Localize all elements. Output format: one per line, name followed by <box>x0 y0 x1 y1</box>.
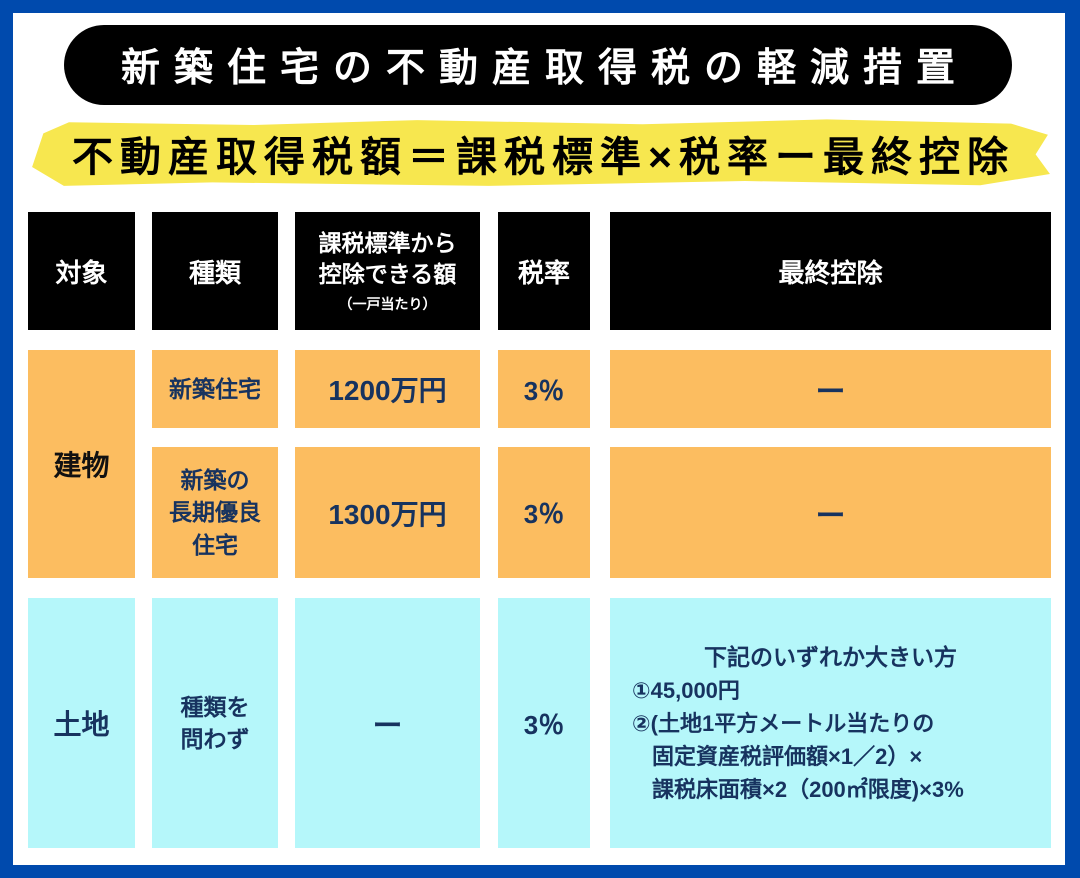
building-row2-final: ー <box>815 499 846 533</box>
land-final-option2-line2: 固定資産税評価額×1／2）× <box>652 744 923 770</box>
building-row1-deduction: 1200万円 <box>328 375 447 406</box>
header-rate: 税率 <box>498 212 590 330</box>
land-label: 土地 <box>53 709 110 740</box>
building-row2-type-line3: 住宅 <box>192 531 238 558</box>
page-title: 新築住宅の不動産取得税の軽減措置 <box>120 47 969 90</box>
cell-land-deduction: ー <box>295 598 480 848</box>
header-final-label: 最終控除 <box>778 257 883 288</box>
title-banner: 新築住宅の不動産取得税の軽減措置 <box>64 25 1012 105</box>
land-final-details: 下記のいずれか大きい方 ①45,000円 ②(土地1平方メートル当たりの 固定資… <box>610 640 1051 807</box>
cell-building-row1-final: ー <box>610 350 1051 428</box>
cell-building-row2-type: 新築の 長期優良 住宅 <box>152 447 278 578</box>
header-type: 種類 <box>152 212 278 330</box>
cell-land-final: 下記のいずれか大きい方 ①45,000円 ②(土地1平方メートル当たりの 固定資… <box>610 598 1051 848</box>
cell-building-row1-deduction: 1200万円 <box>295 350 480 428</box>
header-deduction-note: （一戸当たり） <box>338 296 437 313</box>
land-type-line1: 種類を <box>180 693 250 720</box>
land-final-title: 下記のいずれか大きい方 <box>704 643 957 670</box>
cell-building-row1-rate: 3％ <box>498 350 590 428</box>
header-deduction-line1: 課税標準から <box>318 229 457 256</box>
land-final-option1: ①45,000円 <box>632 678 740 704</box>
building-row1-type: 新築住宅 <box>169 375 261 402</box>
cell-land-rate: 3％ <box>498 598 590 848</box>
land-rate: 3％ <box>523 709 565 740</box>
building-row1-final: ー <box>815 376 846 409</box>
land-deduction: ー <box>372 710 403 743</box>
building-row2-type-line1: 新築の <box>180 467 250 494</box>
header-rate-label: 税率 <box>517 257 570 288</box>
cell-land-type: 種類を 問わず <box>152 598 278 848</box>
header-type-label: 種類 <box>188 257 241 288</box>
cell-building-target: 建物 <box>28 350 135 578</box>
cell-building-row2-rate: 3％ <box>498 447 590 578</box>
land-final-option2-line3: 課税床面積×2（200㎡限度)×3% <box>652 777 964 803</box>
land-type-line2: 問わず <box>180 726 250 752</box>
building-row2-type-line2: 長期優良 <box>169 499 261 526</box>
building-label: 建物 <box>53 450 110 481</box>
formula-highlight: 不動産取得税額＝課税標準×税率ー最終控除 <box>32 119 1050 186</box>
cell-building-row1-type: 新築住宅 <box>152 350 278 428</box>
cell-building-row2-deduction: 1300万円 <box>295 447 480 578</box>
header-deduction-line2: 控除できる額 <box>318 261 457 287</box>
header-target-label: 対象 <box>55 257 108 288</box>
formula-text: 不動産取得税額＝課税標準×税率ー最終控除 <box>72 134 1015 180</box>
building-row1-rate: 3％ <box>523 375 565 406</box>
building-row2-deduction: 1300万円 <box>328 498 447 530</box>
header-final: 最終控除 <box>610 212 1051 330</box>
land-final-option2-line1: ②(土地1平方メートル当たりの <box>632 711 935 737</box>
header-target: 対象 <box>28 212 135 330</box>
cell-land-target: 土地 <box>28 598 135 848</box>
header-deduction: 課税標準から 控除できる額 （一戸当たり） <box>295 212 480 330</box>
building-row2-rate: 3％ <box>523 499 565 529</box>
cell-building-row2-final: ー <box>610 447 1051 578</box>
